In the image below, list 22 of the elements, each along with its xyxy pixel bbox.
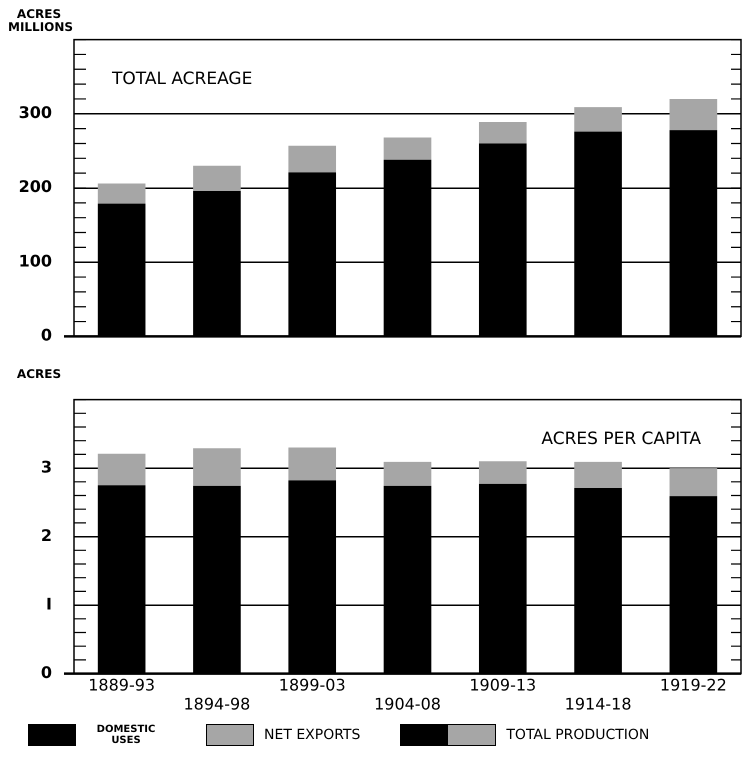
y-tick-label: 0 (40, 326, 52, 345)
legend-label: NET EXPORTS (264, 726, 360, 742)
x-tick-label: 1909-13 (469, 675, 536, 694)
x-tick-label: 1904-08 (374, 694, 441, 714)
y-tick-label: 300 (18, 102, 52, 122)
x-tick-label: 1889-93 (88, 675, 156, 694)
y-tick-label: 3 (40, 457, 52, 476)
y-tick-label: 0 (40, 662, 52, 682)
x-tick-label: 1899-03 (278, 675, 346, 694)
x-tick-label: 1914-18 (564, 694, 632, 714)
text: TOTAL PRODUCTION (506, 727, 650, 743)
y-tick-label: 200 (18, 177, 52, 196)
y-tick-label: 2 (40, 526, 52, 545)
text: TOTAL ACREAGE (111, 69, 252, 90)
x-tick-label: 1919-22 (660, 675, 727, 694)
y-axis-title: ACRES MILLIONS (8, 7, 74, 34)
y-tick-label: 100 (18, 251, 52, 270)
y-axis-title: ACRES (16, 367, 62, 381)
x-tick-label: 1894-98 (184, 694, 250, 714)
legend-label: DOMESTIC USES (96, 724, 156, 746)
y-tick-label: I (46, 594, 52, 614)
text: ACRES PER CAPITA (541, 429, 702, 450)
